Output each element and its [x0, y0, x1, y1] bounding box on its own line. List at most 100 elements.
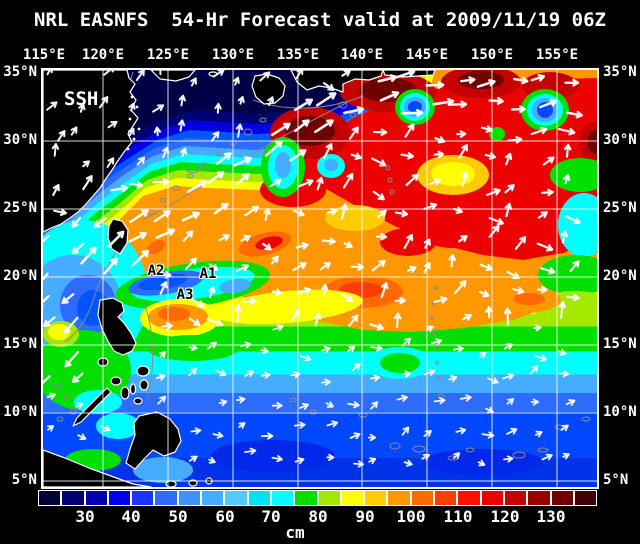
current-vector-arrow	[206, 318, 224, 327]
current-vector-arrow	[153, 126, 162, 137]
colorbar-segment	[295, 491, 317, 505]
current-vector-arrow	[367, 433, 377, 442]
current-vector-arrow	[206, 341, 217, 350]
lat-label-right-30n: 30°N	[603, 132, 637, 148]
current-vector-arrow	[432, 97, 455, 106]
current-vector-arrow	[156, 70, 165, 76]
current-vector-arrow	[292, 209, 305, 217]
current-vector-arrow	[52, 183, 60, 197]
current-vector-arrow	[448, 100, 468, 109]
lat-label-right-20n: 20°N	[603, 268, 637, 284]
current-vector-arrow	[535, 354, 547, 362]
land-china	[43, 70, 139, 233]
current-vector-arrow	[61, 293, 75, 305]
current-vector-arrow	[270, 255, 279, 265]
current-vector-arrow	[179, 147, 188, 158]
current-vector-arrow	[461, 313, 472, 321]
current-vector-arrow	[537, 285, 548, 294]
current-vector-arrow	[155, 271, 172, 279]
current-vector-arrow	[272, 324, 284, 332]
current-vector-arrow	[429, 178, 442, 186]
current-vector-arrow	[315, 92, 337, 107]
current-vector-arrow	[513, 76, 529, 85]
current-vector-arrow	[70, 126, 78, 136]
current-vector-arrow	[477, 459, 486, 467]
current-vector-arrow	[188, 455, 198, 463]
colorbar-unit: cm	[285, 523, 305, 542]
lon-label-145e: 145°E	[405, 47, 449, 63]
current-vector-arrow	[342, 172, 354, 189]
colorbar-segment	[318, 491, 340, 505]
current-vector-arrow	[503, 307, 512, 326]
coastal-islets	[126, 95, 141, 151]
current-vector-arrow	[314, 119, 334, 134]
current-vector-arrow	[325, 401, 334, 408]
current-vector-arrow	[486, 188, 501, 197]
current-vector-arrow	[371, 259, 386, 272]
current-vector-arrow	[232, 76, 240, 86]
current-vectors	[43, 70, 583, 468]
current-vector-arrow	[190, 77, 197, 87]
current-vector-arrow	[396, 70, 416, 79]
colorbar-segment	[341, 491, 364, 505]
colorbar-segment	[411, 491, 434, 505]
current-vector-arrow	[186, 180, 207, 194]
current-vector-arrow	[563, 143, 572, 158]
land-layer	[43, 70, 436, 487]
current-vector-arrow	[479, 351, 487, 359]
lat-label-left-5n: 5°N	[11, 472, 37, 488]
current-vector-arrow	[292, 262, 307, 272]
current-vector-arrow	[423, 430, 432, 437]
current-vector-arrow	[452, 206, 463, 214]
colorbar-segment	[178, 491, 201, 505]
current-vector-arrow	[405, 173, 419, 187]
current-vector-arrow	[103, 257, 118, 275]
current-vector-arrow	[534, 430, 543, 438]
current-vector-arrow	[155, 228, 176, 239]
current-vector-arrow	[372, 128, 388, 137]
current-vector-arrow	[402, 370, 412, 378]
current-vector-arrow	[326, 207, 338, 216]
current-vector-arrow	[215, 369, 227, 377]
colorbar-tick-90: 90	[355, 507, 375, 526]
current-vector-arrow	[77, 433, 87, 441]
colorbar-segment	[248, 491, 270, 505]
lon-label-125e: 125°E	[146, 47, 190, 63]
current-vector-arrow	[295, 70, 304, 80]
colorbar-segment	[528, 491, 550, 505]
colorbar-segment	[435, 491, 457, 505]
lon-label-135e: 135°E	[276, 47, 320, 63]
current-vector-arrow	[159, 281, 168, 295]
current-vector-arrow	[459, 394, 472, 402]
current-vector-arrow	[46, 101, 58, 111]
current-vector-arrow	[162, 146, 170, 159]
current-vector-arrow	[78, 103, 86, 113]
current-vector-arrow	[502, 372, 515, 380]
grid-lines	[43, 70, 597, 487]
current-vector-arrow	[181, 211, 200, 222]
current-vector-arrow	[215, 152, 232, 165]
current-vector-arrow	[260, 346, 269, 355]
current-vector-arrow	[565, 399, 576, 406]
current-vector-arrow	[128, 181, 144, 189]
current-vector-arrow	[401, 426, 410, 436]
current-vector-arrow	[456, 130, 467, 138]
current-vector-arrow	[503, 455, 514, 463]
current-vector-arrow	[423, 238, 431, 249]
current-vector-arrow	[271, 455, 283, 463]
current-vector-arrow	[425, 325, 434, 333]
current-vector-arrow	[263, 207, 271, 222]
lat-label-right-15n: 15°N	[603, 336, 637, 352]
current-vector-arrow	[153, 210, 171, 223]
current-vector-arrow	[239, 341, 252, 349]
current-vector-arrow	[244, 205, 260, 217]
current-vector-arrow	[487, 377, 499, 385]
colorbar-tick-80: 80	[308, 507, 328, 526]
current-vector-arrow	[506, 398, 515, 405]
land-luzon	[97, 297, 137, 356]
current-vector-arrow	[433, 296, 448, 304]
field-label: SSH	[64, 88, 99, 110]
lat-label-left-25n: 25°N	[3, 200, 37, 216]
current-vector-arrow	[537, 211, 549, 219]
current-vector-arrow	[313, 312, 322, 327]
